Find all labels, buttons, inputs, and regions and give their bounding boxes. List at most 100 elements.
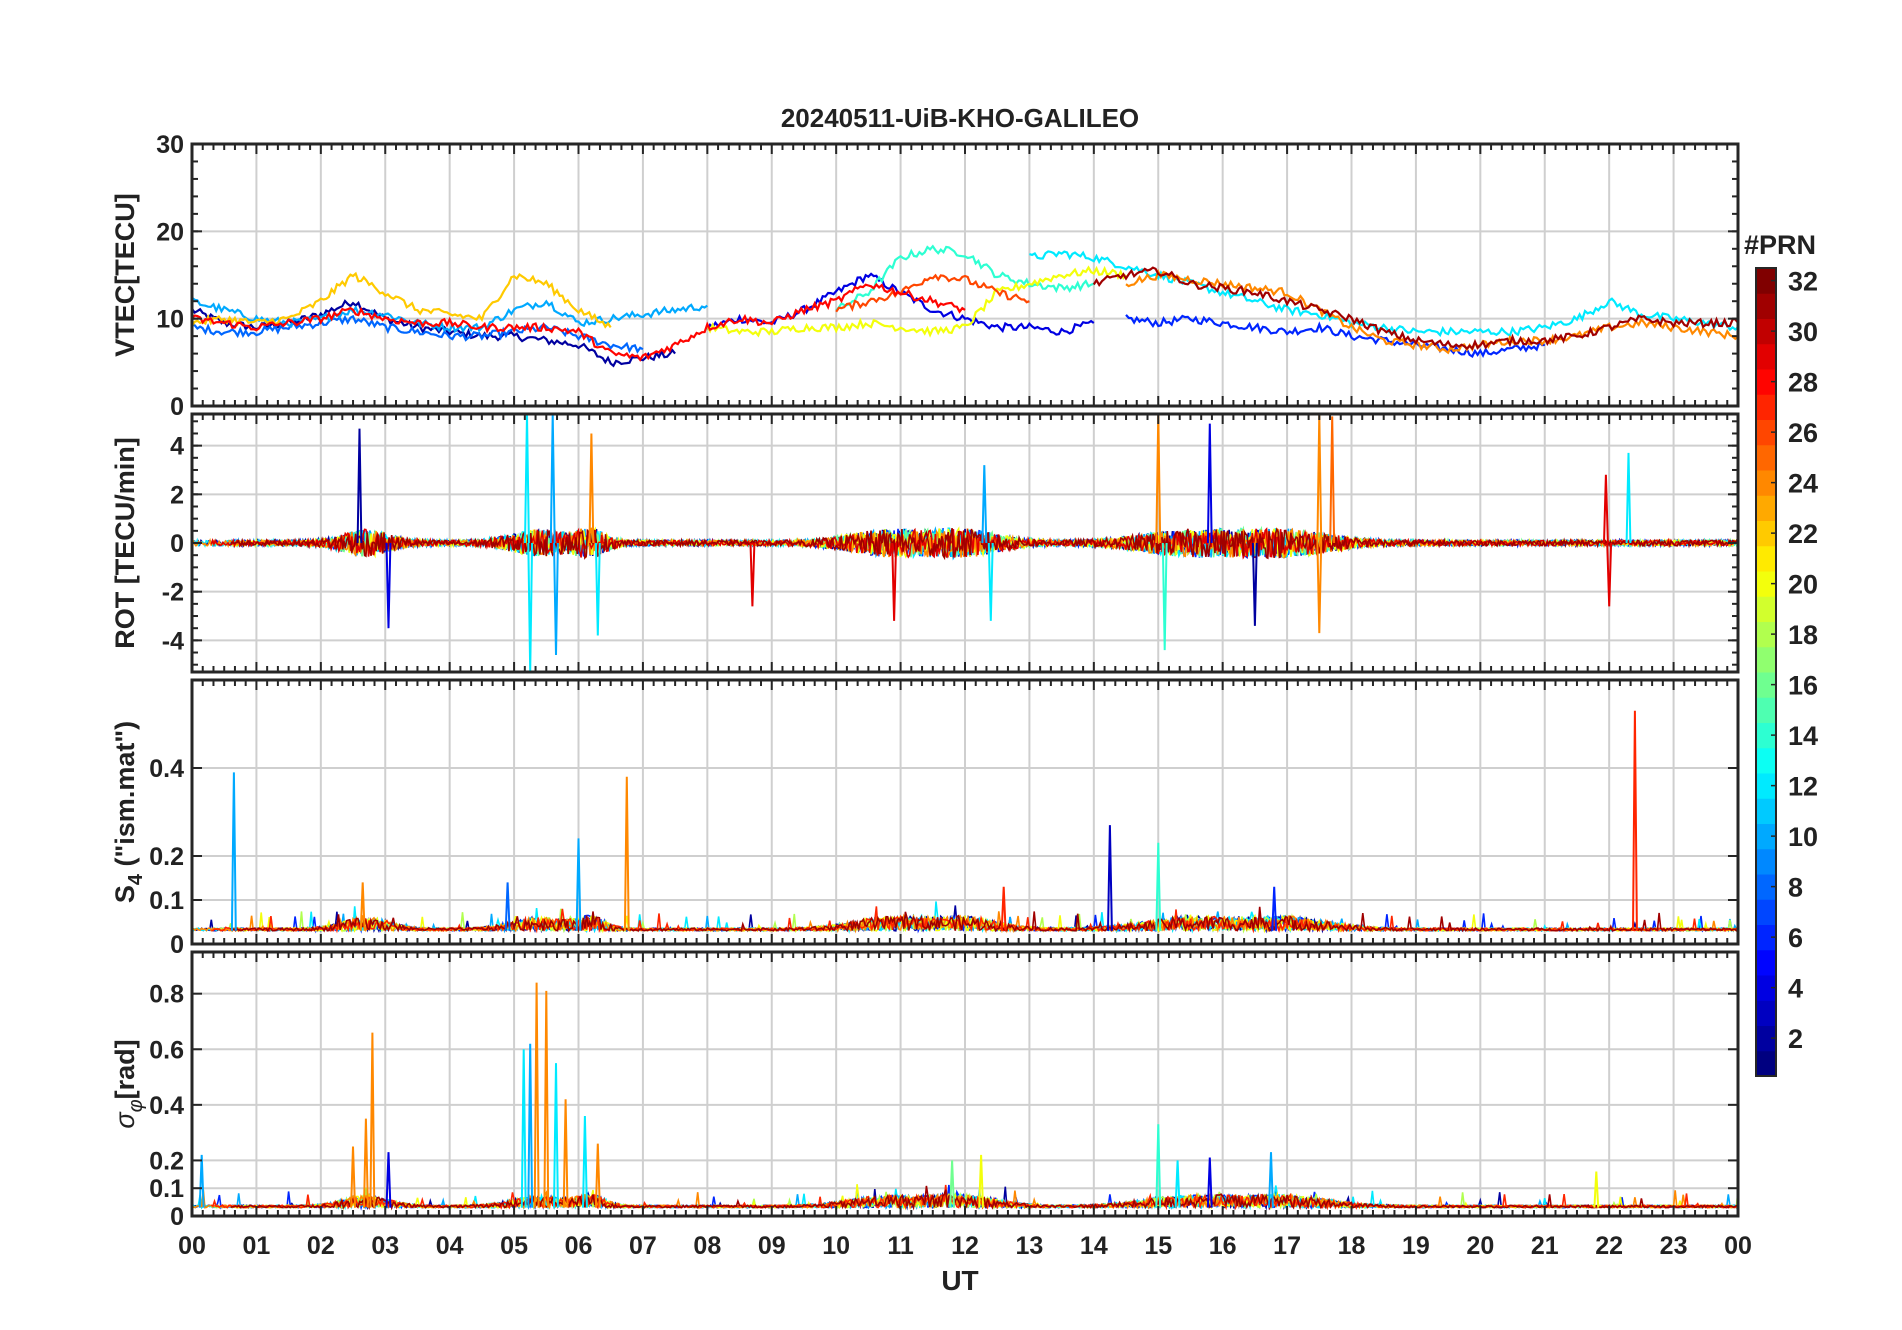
x-tick-label: 03 [371,1232,399,1260]
panel-data [192,244,1738,368]
colorbar-tick-label: 6 [1788,923,1803,953]
series-line-prn-10 [192,296,708,334]
spike-prn-24 [1316,542,1323,634]
y-tick-label: 0.6 [149,1036,184,1064]
y-axis-label-vtec: VTEC[TECU] [110,193,140,357]
x-axis-label: UT [941,1265,978,1296]
spike-prn-25 [1329,416,1336,544]
colorbar-swatch [1756,318,1776,345]
spike-prn-10 [527,1043,534,1208]
colorbar-tick-label: 32 [1788,267,1818,297]
x-tick-label: 22 [1595,1232,1623,1260]
y-tick-label: 0 [170,1203,184,1231]
panel-ticks [191,414,1739,672]
colorbar-swatch [1756,924,1776,951]
colorbar-swatch [1756,975,1776,1001]
spike-prn-24 [562,1099,569,1208]
y-tick-label: 20 [156,218,184,246]
spike-prn-10 [549,414,556,544]
panel-vtec: 0 10 20 30 VTEC[TECU] [110,131,1740,421]
y-axis-label-rest: ("ism.mat") [110,721,140,874]
spike-prn-29 [749,542,756,607]
y-tick-label: 0.8 [149,981,184,1009]
colorbar-swatch [1756,672,1776,698]
colorbar-tick-label: 20 [1788,570,1818,600]
spike-prn-12 [987,542,994,621]
spike-prn-29 [1606,542,1613,607]
colorbar-tick-label: 28 [1788,368,1818,398]
y-tick-label: 0.1 [149,1175,184,1203]
colorbar-swatch [1756,268,1776,294]
spike-prn-10 [1268,1152,1274,1208]
y-axis-label-sub: φ [125,1099,147,1112]
spike-prn-24 [369,1032,376,1208]
x-tick-label: 11 [887,1232,914,1260]
spike-prn-12 [553,1063,559,1208]
panel-data [192,710,1738,934]
series-line-prn-20 [706,265,1127,338]
spike-prn-12 [1174,1160,1181,1208]
spike-prn-12 [594,542,601,636]
spike-prn-12 [520,1049,527,1208]
colorbar-tick-label: 18 [1788,620,1818,650]
spike-prn-29 [891,542,898,621]
colorbar-tick-label: 14 [1788,721,1818,751]
y-tick-label: 0 [170,931,184,959]
colorbar-swatch [1756,1050,1776,1077]
spike-prn-2 [1251,542,1258,626]
x-tick-label: 09 [758,1232,786,1260]
spike-prn-24 [1316,414,1323,544]
y-tick-label: 4 [170,433,184,461]
spike-prn-20 [978,1154,984,1208]
x-tick-label: 10 [822,1232,850,1260]
y-axis-label-sub: 4 [125,873,147,885]
spike-prn-14 [1155,1124,1162,1208]
y-axis-label-rest: [rad] [110,1039,140,1099]
colorbar-tick-label: 16 [1788,671,1818,701]
y-axis-label-sigma_phi: σφ[rad] [110,1039,147,1128]
spike-prn-12 [527,542,534,672]
spike-prn-29 [1603,474,1609,544]
colorbar-swatch [1756,343,1776,370]
colorbar-tick-label: 2 [1788,1024,1803,1054]
colorbar-swatch [1756,621,1776,648]
colorbar-swatch [1756,646,1776,673]
spike-prn-24 [350,1146,356,1208]
colorbar-swatch [1756,369,1776,395]
colorbar-tick-label: 12 [1788,772,1818,802]
spike-prn-4 [385,542,392,629]
y-tick-label: -4 [162,627,184,655]
colorbar-tick-label: 30 [1788,317,1818,347]
x-tick-label: 15 [1144,1232,1172,1260]
x-tick-label: 18 [1338,1232,1366,1260]
x-tick-label: 23 [1660,1232,1688,1260]
colorbar-swatch [1756,848,1776,875]
series-line-prn-26 [835,273,1030,313]
x-tick-label: 04 [436,1232,464,1260]
panel-data [192,414,1738,672]
panel-s4: 00.10.20.4S4 ("ism.mat") [110,678,1740,959]
colorbar-swatch [1756,697,1776,723]
colorbar-tick-label: 8 [1788,873,1803,903]
colorbar-tick-label: 22 [1788,519,1818,549]
spike-prn-24 [533,982,540,1208]
spike-prn-12 [1625,452,1632,544]
x-tick-label: 16 [1209,1232,1237,1260]
y-tick-label: 0.4 [149,1092,184,1120]
colorbar-title: #PRN [1744,230,1816,260]
colorbar-swatch [1756,949,1776,976]
y-tick-label: 2 [170,481,184,509]
colorbar-swatch [1756,899,1776,925]
spike-prn-4 [1206,423,1213,544]
panel-ticks [191,680,1739,945]
x-tick-label: 17 [1273,1232,1301,1260]
spike-prn-10 [230,772,237,931]
series-trace-prn-31 [229,527,1738,561]
spike-prn-24 [543,990,550,1208]
spike-prn-3 [1107,825,1113,931]
series-line-prn-22 [192,271,612,329]
x-tick-label: 13 [1016,1232,1044,1260]
series-line-prn-6 [1125,314,1545,359]
